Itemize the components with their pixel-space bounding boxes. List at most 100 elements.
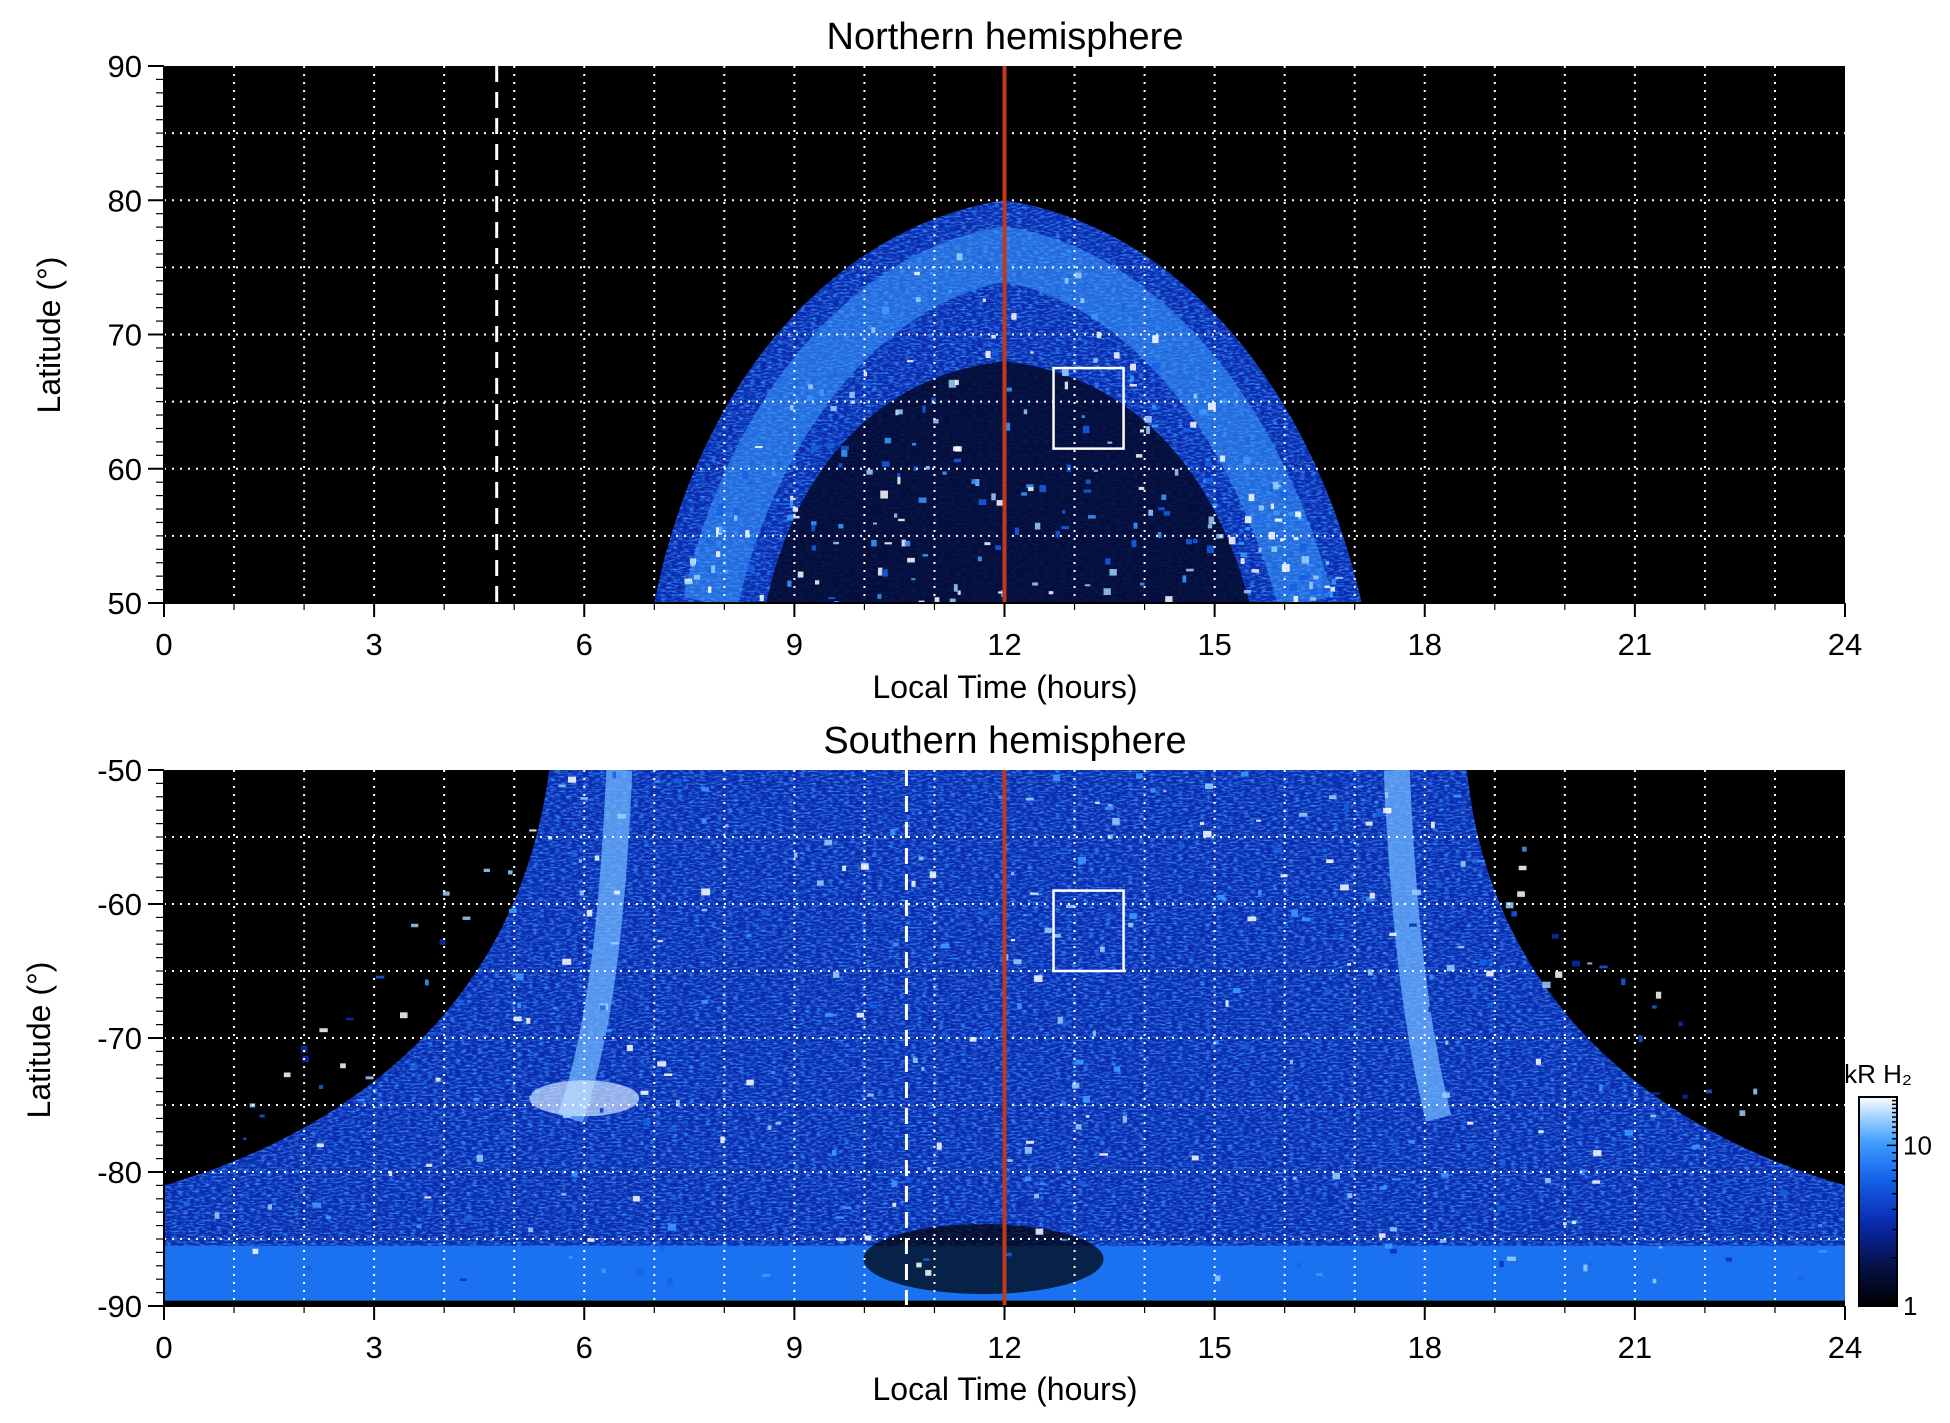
north-emission-speckle <box>1081 415 1086 418</box>
south-emission-speckle <box>365 1076 374 1080</box>
north-y-axis: 50 60 70 80 90 <box>108 49 165 621</box>
south-emission-speckle <box>1092 1030 1096 1037</box>
south-emission-speckle <box>1587 1262 1593 1266</box>
south-emission-speckle <box>737 960 747 966</box>
north-emission-speckle <box>733 508 739 516</box>
south-emission-speckle <box>476 1154 484 1162</box>
south-emission-speckle <box>312 1202 322 1208</box>
south-emission-speckle <box>1739 1209 1745 1214</box>
north-emission-speckle <box>925 466 930 470</box>
south-emission-speckle <box>1208 979 1218 983</box>
north-emission-speckle <box>1240 552 1247 558</box>
north-emission-speckle <box>715 551 721 558</box>
north-emission-speckle <box>790 496 794 501</box>
south-y-tick-label: -70 <box>97 1021 142 1056</box>
north-emission-speckle <box>1039 485 1047 493</box>
south-emission-speckle <box>439 939 446 945</box>
north-emission-speckle <box>1313 575 1319 580</box>
north-emission-speckle <box>1324 585 1331 589</box>
north-emission-speckle <box>1281 564 1290 572</box>
south-emission-speckle <box>1096 1037 1102 1042</box>
north-emission-speckle <box>995 545 1002 550</box>
south-emission-speckle <box>464 1216 473 1222</box>
north-emission-speckle <box>1219 399 1227 403</box>
north-emission-speckle <box>904 540 911 547</box>
south-emission-speckle <box>1099 1153 1109 1156</box>
south-emission-speckle <box>366 1144 371 1149</box>
south-emission-speckle <box>1691 1144 1701 1150</box>
north-emission-speckle <box>1271 546 1278 553</box>
south-emission-speckle <box>969 1037 977 1042</box>
south-emission-speckle <box>1191 1155 1199 1161</box>
north-emission-speckle <box>1064 381 1069 390</box>
south-emission-speckle <box>704 823 711 826</box>
north-emission-speckle <box>897 473 901 478</box>
north-emission-speckle <box>1185 539 1192 545</box>
north-emission-speckle <box>991 349 999 357</box>
north-emission-speckle <box>759 594 764 602</box>
south-emission-speckle <box>1025 797 1034 801</box>
north-emission-speckle <box>1130 375 1134 382</box>
south-emission-speckle <box>491 1083 501 1087</box>
north-emission-speckle <box>1298 575 1305 581</box>
south-emission-speckle <box>1638 1035 1643 1043</box>
south-emission-speckle <box>869 1004 878 1008</box>
north-emission-speckle <box>901 539 906 547</box>
north-emission-speckle <box>1251 569 1259 573</box>
south-emission-speckle <box>1310 1156 1319 1162</box>
panel-north: Northern hemisphere 50 60 70 80 90 0 3 6 9 12 15 1… <box>31 16 1862 705</box>
north-emission-speckle <box>789 500 794 508</box>
south-emission-speckle <box>1391 1178 1401 1181</box>
north-emission-speckle <box>1205 477 1213 484</box>
south-emission-speckle <box>558 784 566 787</box>
north-emission-speckle <box>1293 595 1299 603</box>
north-emission-speckle <box>897 476 901 485</box>
south-emission-speckle <box>346 1017 354 1021</box>
north-emission-speckle <box>1034 522 1041 530</box>
south-emission-speckle <box>462 916 471 920</box>
north-emission-speckle <box>1011 313 1017 320</box>
south-emission-speckle <box>424 1196 432 1199</box>
south-emission-speckle <box>526 1017 531 1024</box>
north-emission-speckle <box>1199 409 1208 414</box>
north-emission-speckle <box>991 334 996 339</box>
north-emission-speckle <box>1238 541 1244 545</box>
north-emission-speckle <box>1274 518 1283 522</box>
south-emission-speckle <box>1003 1252 1012 1257</box>
south-x-tick-label: 0 <box>155 1330 172 1365</box>
south-emission-speckle <box>933 937 942 941</box>
south-emission-speckle <box>528 1227 534 1233</box>
south-emission-speckle <box>1468 1144 1475 1148</box>
south-emission-speckle <box>243 1137 247 1140</box>
north-emission-speckle <box>1085 479 1091 484</box>
south-emission-speckle <box>1518 865 1527 871</box>
north-emission-speckle <box>780 537 784 541</box>
south-x-tick-label: 21 <box>1618 1330 1652 1365</box>
north-emission-speckle <box>1325 561 1330 565</box>
south-emission-speckle <box>503 1132 511 1136</box>
south-emission-speckle <box>562 1111 572 1119</box>
south-emission-speckle <box>844 829 853 835</box>
north-emission-speckle <box>1202 479 1208 484</box>
south-y-tick-label: -80 <box>97 1155 142 1190</box>
north-x-tick-label: 0 <box>155 627 172 662</box>
north-emission-speckle <box>789 404 794 411</box>
south-emission-speckle <box>1479 959 1488 966</box>
north-y-tick-label: 60 <box>108 452 142 487</box>
north-emission-speckle <box>918 600 925 603</box>
south-emission-speckle <box>483 868 490 873</box>
north-emission-speckle <box>715 527 722 535</box>
north-x-tick-label: 6 <box>576 627 593 662</box>
south-emission-speckle <box>548 836 553 840</box>
south-emission-speckle <box>1538 1130 1544 1133</box>
south-emission-speckle <box>561 1193 567 1196</box>
south-emission-speckle <box>571 1171 578 1177</box>
north-emission <box>654 200 1362 603</box>
south-emission-speckle <box>1053 774 1061 782</box>
south-emission-speckle <box>1389 1227 1397 1232</box>
south-emission-speckle <box>1044 927 1052 933</box>
north-emission-speckle <box>881 569 888 577</box>
north-xlabel: Local Time (hours) <box>873 669 1138 705</box>
south-emission-speckle <box>942 1031 948 1036</box>
north-emission-speckle <box>942 471 947 475</box>
